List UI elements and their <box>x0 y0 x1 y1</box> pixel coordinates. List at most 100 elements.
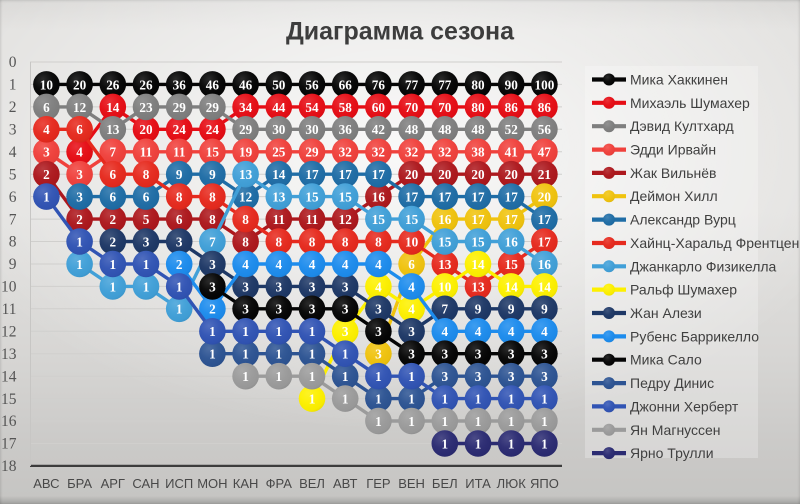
svg-text:17: 17 <box>305 167 319 182</box>
svg-text:Мика Сало: Мика Сало <box>630 352 702 368</box>
svg-text:4: 4 <box>408 302 415 317</box>
svg-text:14: 14 <box>538 279 552 294</box>
svg-text:9: 9 <box>475 302 482 317</box>
svg-text:Ярно Трулли: Ярно Трулли <box>630 445 714 461</box>
svg-text:10: 10 <box>40 77 54 92</box>
svg-text:24: 24 <box>173 122 187 137</box>
svg-text:7: 7 <box>9 211 17 228</box>
svg-text:3: 3 <box>209 257 216 272</box>
svg-text:ИСП: ИСП <box>165 476 193 491</box>
svg-text:Ральф Шумахер: Ральф Шумахер <box>630 282 737 298</box>
svg-text:14: 14 <box>1 368 17 385</box>
svg-text:3: 3 <box>76 190 83 205</box>
svg-text:6: 6 <box>143 190 150 205</box>
svg-text:3: 3 <box>408 347 415 362</box>
svg-text:3: 3 <box>342 279 349 294</box>
svg-text:13: 13 <box>1 346 17 363</box>
svg-text:1: 1 <box>176 302 183 317</box>
svg-text:17: 17 <box>538 212 552 227</box>
svg-text:1: 1 <box>475 392 482 407</box>
svg-text:1: 1 <box>309 392 316 407</box>
svg-text:14: 14 <box>505 279 519 294</box>
svg-text:7: 7 <box>110 145 117 160</box>
svg-text:50: 50 <box>272 77 286 92</box>
svg-text:12: 12 <box>239 190 253 205</box>
svg-text:8: 8 <box>242 212 249 227</box>
svg-text:20: 20 <box>505 167 519 182</box>
svg-text:Деймон Хилл: Деймон Хилл <box>630 188 718 204</box>
svg-text:34: 34 <box>239 100 253 115</box>
svg-text:1: 1 <box>110 279 117 294</box>
svg-text:4: 4 <box>541 324 548 339</box>
svg-text:15: 15 <box>405 212 419 227</box>
svg-text:Хайнц-Харальд Френтцен: Хайнц-Харальд Френтцен <box>630 235 799 251</box>
svg-text:54: 54 <box>305 100 319 115</box>
svg-text:30: 30 <box>272 122 286 137</box>
svg-text:1: 1 <box>541 414 548 429</box>
svg-text:8: 8 <box>309 234 316 249</box>
svg-text:1: 1 <box>9 77 17 94</box>
svg-text:3: 3 <box>242 302 249 317</box>
svg-text:БРА: БРА <box>67 476 92 491</box>
svg-text:11: 11 <box>140 145 152 160</box>
svg-text:ЛЮК: ЛЮК <box>497 476 527 491</box>
svg-text:20: 20 <box>73 77 87 92</box>
svg-text:9: 9 <box>9 256 17 273</box>
svg-text:1: 1 <box>309 324 316 339</box>
svg-text:48: 48 <box>438 122 452 137</box>
svg-text:11: 11 <box>2 301 17 318</box>
svg-text:1: 1 <box>209 324 216 339</box>
svg-text:1: 1 <box>475 436 482 451</box>
svg-text:20: 20 <box>438 167 452 182</box>
svg-text:46: 46 <box>239 77 253 92</box>
svg-text:48: 48 <box>405 122 419 137</box>
svg-text:3: 3 <box>541 369 548 384</box>
svg-text:4: 4 <box>309 257 316 272</box>
svg-text:1: 1 <box>242 324 249 339</box>
svg-text:12: 12 <box>1 324 17 341</box>
svg-text:30: 30 <box>305 122 319 137</box>
svg-text:1: 1 <box>375 369 382 384</box>
svg-text:10: 10 <box>438 279 452 294</box>
svg-text:4: 4 <box>475 324 482 339</box>
svg-text:6: 6 <box>110 167 117 182</box>
svg-text:17: 17 <box>505 190 519 205</box>
svg-text:52: 52 <box>505 122 519 137</box>
svg-text:3: 3 <box>242 279 249 294</box>
svg-text:3: 3 <box>143 234 150 249</box>
svg-text:3: 3 <box>508 369 515 384</box>
svg-text:29: 29 <box>305 145 319 160</box>
svg-text:3: 3 <box>342 324 349 339</box>
svg-text:3: 3 <box>309 279 316 294</box>
svg-text:17: 17 <box>538 234 552 249</box>
svg-text:13: 13 <box>239 167 253 182</box>
svg-text:4: 4 <box>375 257 382 272</box>
svg-text:11: 11 <box>273 212 285 227</box>
svg-text:1: 1 <box>76 234 83 249</box>
svg-text:4: 4 <box>508 324 515 339</box>
svg-text:100: 100 <box>535 77 555 92</box>
svg-text:42: 42 <box>372 122 386 137</box>
svg-text:3: 3 <box>442 347 449 362</box>
svg-text:3: 3 <box>209 279 216 294</box>
svg-text:38: 38 <box>471 145 485 160</box>
svg-text:46: 46 <box>206 77 220 92</box>
svg-text:Михаэль Шумахер: Михаэль Шумахер <box>630 95 750 111</box>
svg-text:70: 70 <box>405 100 419 115</box>
svg-text:13: 13 <box>272 190 286 205</box>
svg-text:16: 16 <box>438 212 452 227</box>
svg-text:2: 2 <box>176 257 183 272</box>
svg-text:16: 16 <box>1 413 17 430</box>
svg-text:2: 2 <box>76 212 83 227</box>
svg-text:18: 18 <box>1 458 17 475</box>
svg-text:15: 15 <box>505 257 519 272</box>
svg-text:САН: САН <box>132 476 159 491</box>
svg-text:6: 6 <box>9 189 17 206</box>
svg-text:1: 1 <box>110 257 117 272</box>
svg-text:1: 1 <box>442 392 449 407</box>
svg-text:Рубенс Баррикелло: Рубенс Баррикелло <box>630 328 759 344</box>
svg-text:15: 15 <box>438 234 452 249</box>
svg-text:56: 56 <box>305 77 319 92</box>
svg-text:1: 1 <box>508 392 515 407</box>
svg-text:1: 1 <box>375 414 382 429</box>
